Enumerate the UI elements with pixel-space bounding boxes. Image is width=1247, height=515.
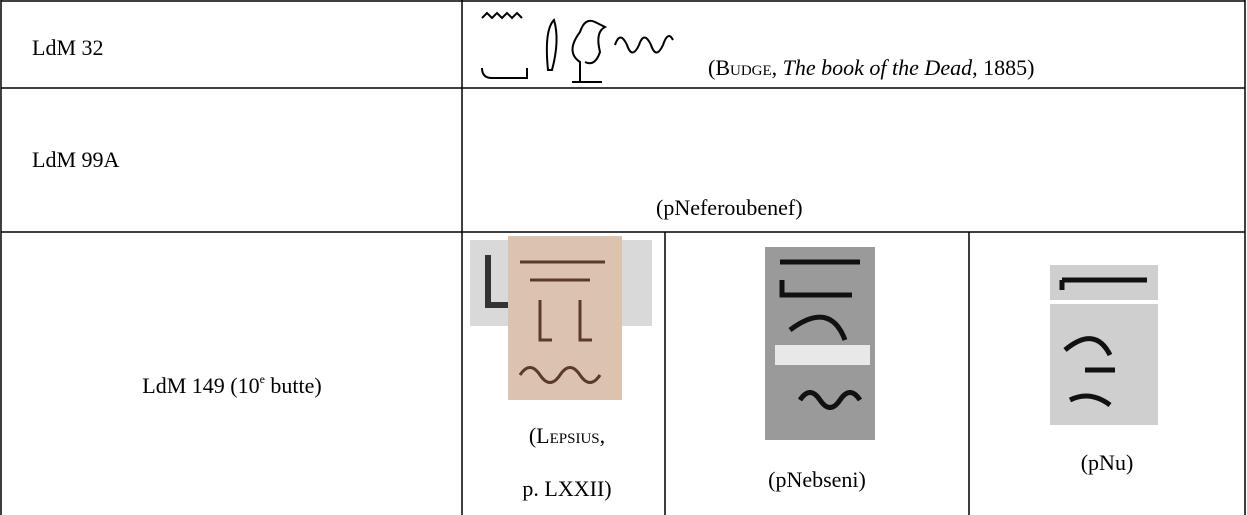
source-citation: (pNebseni) [768, 467, 866, 492]
glyph-nu [1050, 265, 1158, 425]
row-label: LdM 149 (10e butte) [142, 373, 321, 397]
source-citation: (pNeferoubenef) [656, 195, 803, 220]
glyph-lepsius [508, 236, 622, 400]
text: , [599, 423, 606, 448]
row-label: LdM 32 [32, 35, 104, 60]
superscript: e [259, 372, 265, 386]
text: , [771, 55, 783, 80]
text: butte) [264, 373, 322, 398]
text: LdM 149 (10 [142, 373, 260, 398]
source-citation: (Lepsius, [529, 425, 605, 447]
author: Lepsius [536, 423, 600, 448]
glyph-nebseni [765, 247, 875, 440]
source-citation: (pNu) [1080, 450, 1134, 475]
source-citation: (Budge, The book of the Dead, 1885) [708, 57, 1034, 79]
author: Budge [715, 55, 772, 80]
book-title: The book of the Dead [782, 55, 973, 80]
text: , 1885) [972, 55, 1035, 80]
source-citation: p. LXXII) [522, 476, 612, 501]
text: ( [708, 55, 716, 80]
text: ( [528, 423, 537, 448]
glyph-budge [481, 11, 674, 83]
row-label: LdM 99A [32, 147, 120, 172]
